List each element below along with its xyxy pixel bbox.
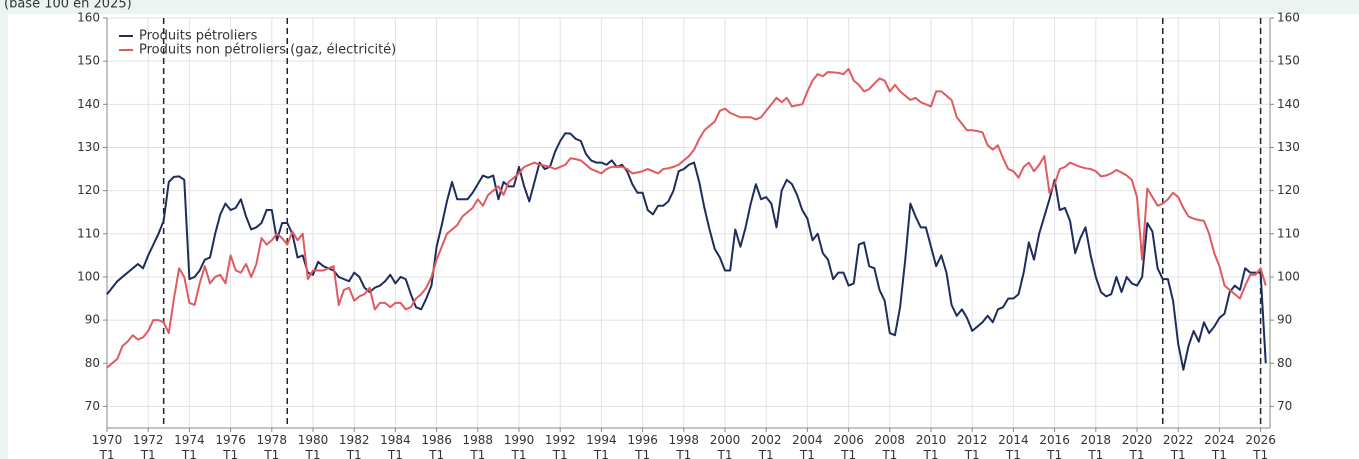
legend-label: Produits pétroliers	[139, 29, 258, 44]
x-tick-label: 1978 T1	[257, 433, 288, 459]
x-tick-label: 1986 T1	[421, 433, 452, 459]
x-tick-label: 1972 T1	[133, 433, 164, 459]
chart-subtitle: (base 100 en 2025)	[4, 0, 132, 12]
x-tick-label: 2002 T1	[751, 433, 782, 459]
x-tick-label: 2004 T1	[792, 433, 823, 459]
y-tick-label: 100	[77, 269, 100, 283]
y2-tick-label: 110	[1277, 226, 1300, 240]
series-line	[106, 132, 1267, 371]
y2-tick-label: 100	[1277, 269, 1300, 283]
y2-tick-label: 80	[1277, 356, 1292, 370]
x-tick-label: 2024 T1	[1204, 433, 1235, 459]
y-tick-label: 130	[77, 140, 100, 154]
x-tick-label: 2018 T1	[1081, 433, 1112, 459]
y2-tick-label: 120	[1277, 183, 1300, 197]
x-tick-label: 1996 T1	[627, 433, 658, 459]
y2-tick-label: 70	[1277, 399, 1292, 413]
x-tick-label: 1980 T1	[298, 433, 329, 459]
x-tick-label: 1984 T1	[380, 433, 411, 459]
y-tick-label: 150	[77, 54, 100, 68]
legend-label: Produits non pétroliers (gaz, électricit…	[139, 43, 396, 58]
x-tick-label: 2008 T1	[875, 433, 906, 459]
y-tick-label: 70	[85, 399, 100, 413]
x-tick-label: 1994 T1	[586, 433, 617, 459]
y-tick-label: 160	[77, 11, 100, 25]
y2-tick-label: 130	[1277, 140, 1300, 154]
x-tick-label: 2022 T1	[1163, 433, 1194, 459]
x-tick-label: 2012 T1	[957, 433, 988, 459]
x-tick-label: 1988 T1	[463, 433, 494, 459]
y2-tick-label: 150	[1277, 54, 1300, 68]
y-tick-label: 110	[77, 226, 100, 240]
y2-tick-label: 160	[1277, 11, 1300, 25]
x-tick-label: 1992 T1	[545, 433, 576, 459]
y-tick-label: 120	[77, 183, 100, 197]
x-tick-label: 1990 T1	[504, 433, 535, 459]
y-tick-label: 90	[85, 313, 100, 327]
x-tick-label: 1998 T1	[669, 433, 700, 459]
series-line	[106, 67, 1267, 369]
x-tick-label: 1970 T1	[92, 433, 123, 459]
x-tick-label: 2000 T1	[710, 433, 741, 459]
x-tick-label: 2026 T1	[1245, 433, 1276, 459]
x-tick-label: 2016 T1	[1039, 433, 1070, 459]
x-tick-label: 2006 T1	[833, 433, 864, 459]
y2-tick-label: 140	[1277, 97, 1300, 111]
y-tick-label: 140	[77, 97, 100, 111]
x-tick-label: 2020 T1	[1122, 433, 1153, 459]
x-tick-label: 2014 T1	[998, 433, 1029, 459]
x-tick-label: 2010 T1	[916, 433, 947, 459]
x-tick-label: 1974 T1	[174, 433, 205, 459]
y-tick-label: 80	[85, 356, 100, 370]
x-tick-label: 1982 T1	[339, 433, 370, 459]
y2-tick-label: 90	[1277, 313, 1292, 327]
x-tick-label: 1976 T1	[215, 433, 246, 459]
